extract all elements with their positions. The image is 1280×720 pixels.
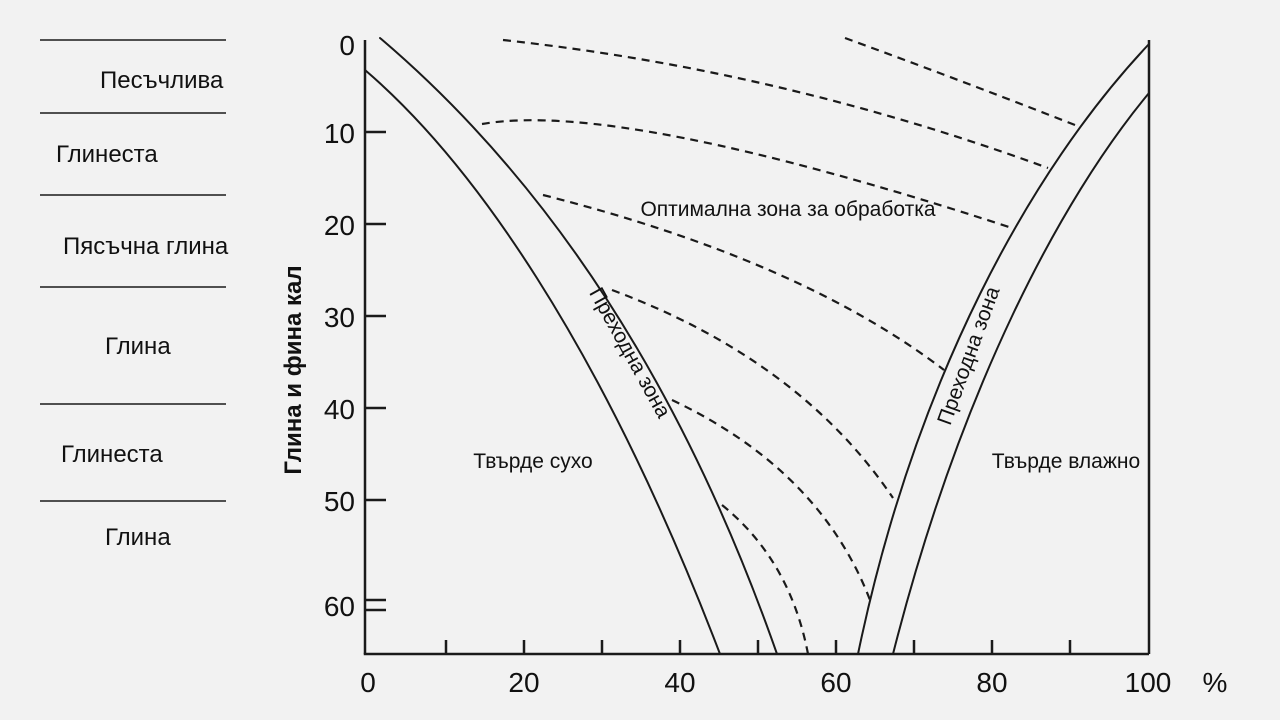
dry-boundary-inner <box>379 37 778 655</box>
contour-line <box>502 38 1049 170</box>
y-tick-label: 50 <box>324 486 355 517</box>
x-tick-label: 40 <box>664 667 695 698</box>
transition-zone-left-label: Преходна зона <box>584 284 675 422</box>
y-tick-label: 0 <box>339 30 355 61</box>
x-tick-label: 60 <box>820 667 851 698</box>
wet-boundary-outer <box>892 92 1150 655</box>
y-tick-label: 60 <box>324 591 355 622</box>
soil-class-clay: Глина <box>105 333 171 360</box>
contour-line <box>844 36 1076 127</box>
soil-class-table: Песъчлива Глинеста Пясъчна глина Глина Г… <box>40 39 229 551</box>
x-axis-unit: % <box>1203 667 1228 698</box>
optimal-zone-label: Оптимална зона за обработка <box>640 198 935 221</box>
dry-boundary-outer <box>364 69 721 655</box>
x-tick-label: 0 <box>360 667 376 698</box>
contour-line <box>671 399 872 601</box>
plot-frame <box>363 40 1151 656</box>
y-tick-label: 30 <box>324 302 355 333</box>
contour-line <box>721 504 810 655</box>
wet-boundary-inner <box>857 43 1150 655</box>
x-tick-label: 80 <box>976 667 1007 698</box>
soil-class-loamy: Глинеста <box>56 141 158 168</box>
too-wet-label: Твърде влажно <box>992 450 1140 473</box>
moisture-contours <box>481 36 1076 655</box>
x-tick-label: 100 <box>1125 667 1172 698</box>
soil-class-sandy: Песъчлива <box>100 67 224 94</box>
soil-class-clay-2: Глина <box>105 524 171 551</box>
y-tick-label: 10 <box>324 118 355 149</box>
too-dry-label: Твърде сухо <box>473 450 592 473</box>
x-tick-label: 20 <box>508 667 539 698</box>
contour-line <box>611 288 894 499</box>
y-tick-label: 40 <box>324 394 355 425</box>
y-axis: 0 10 20 30 40 50 60 <box>324 30 386 622</box>
x-axis: 0 20 40 60 80 100 % <box>360 640 1227 698</box>
soil-class-sandy-clay: Пясъчна глина <box>63 233 229 260</box>
zone-boundaries <box>364 37 1150 655</box>
contour-line <box>542 193 945 371</box>
y-axis-title: Глина и фина кал <box>280 265 307 474</box>
y-tick-label: 20 <box>324 210 355 241</box>
soil-class-loamy-2: Глинеста <box>61 441 163 468</box>
contour-line <box>481 119 1013 230</box>
